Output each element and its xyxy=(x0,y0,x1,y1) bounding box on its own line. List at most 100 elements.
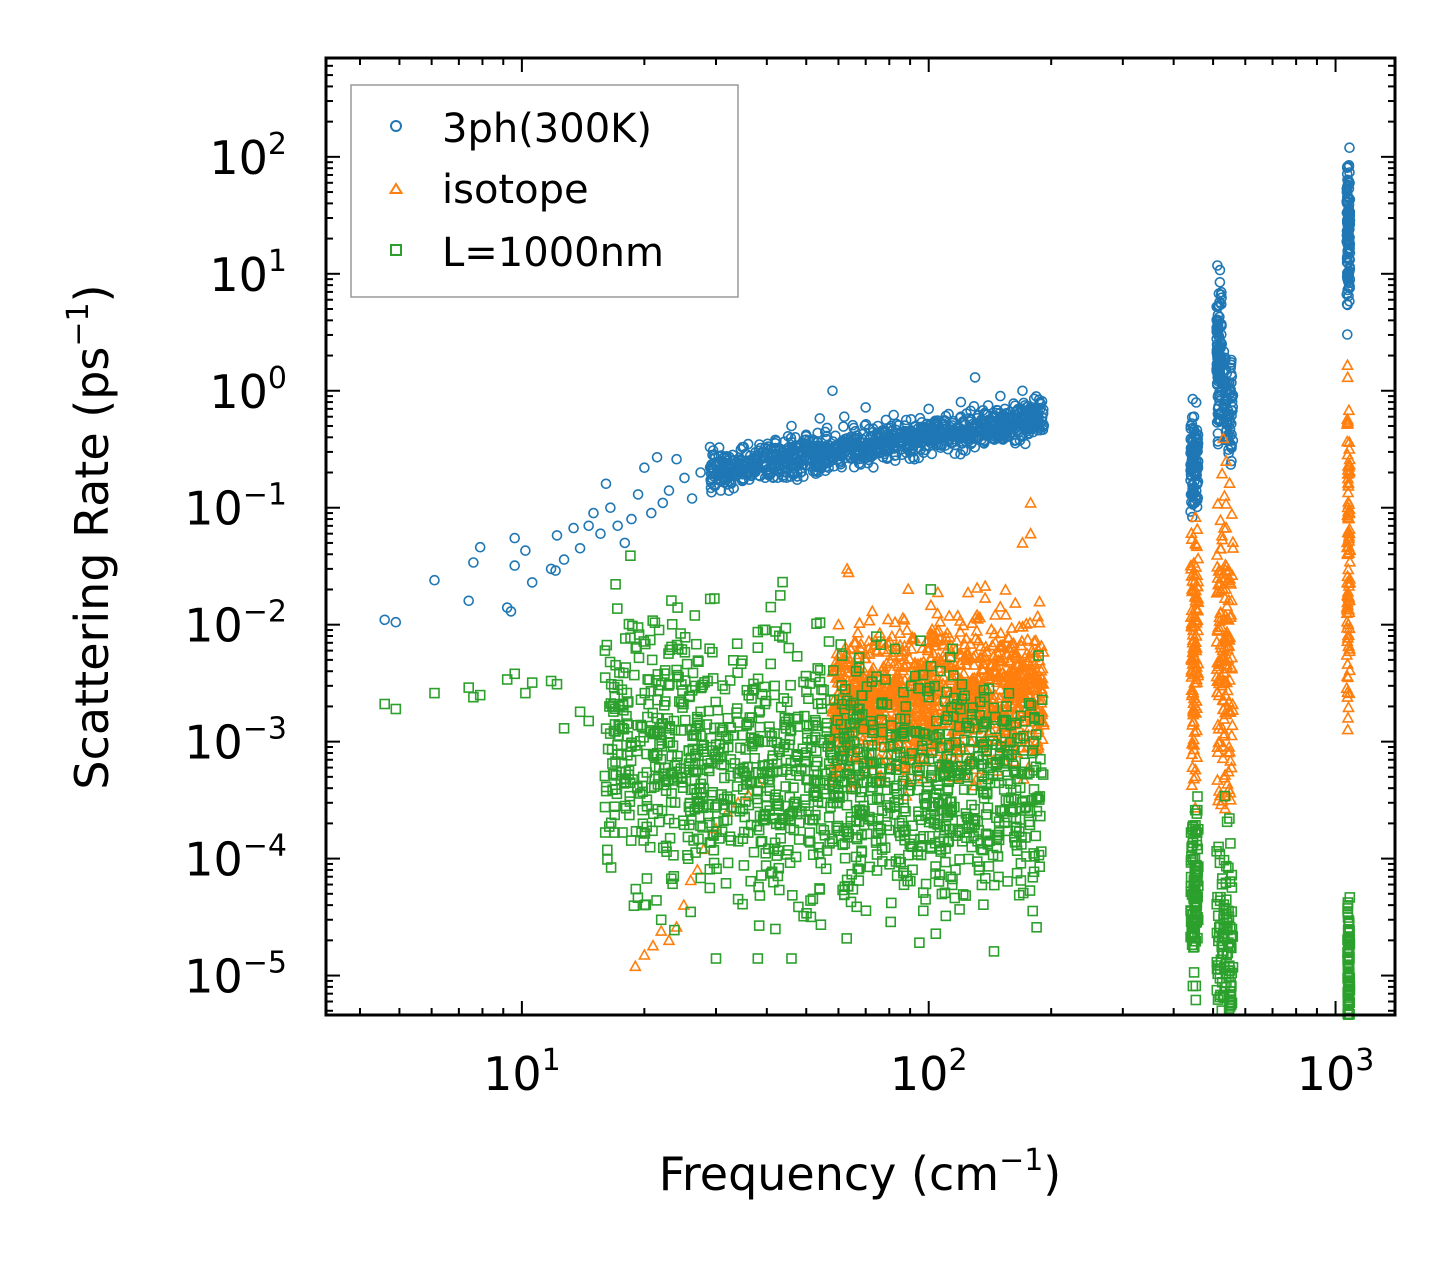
point-isotope xyxy=(1188,725,1201,737)
point-isotope xyxy=(896,611,910,623)
point-l-1000nm xyxy=(612,749,624,760)
point-3ph-300k- xyxy=(834,457,846,468)
point-isotope xyxy=(1222,695,1236,707)
point-l-1000nm xyxy=(972,815,984,827)
point-isotope xyxy=(1343,555,1357,567)
point-isotope xyxy=(1343,686,1356,699)
point-l-1000nm xyxy=(877,726,888,738)
point-3ph-300k- xyxy=(872,420,884,432)
point-l-1000nm xyxy=(948,692,960,704)
point-isotope xyxy=(853,641,867,653)
point-3ph-300k- xyxy=(991,407,1002,419)
point-3ph-300k- xyxy=(995,390,1006,402)
point-l-1000nm xyxy=(687,730,698,742)
point-3ph-300k- xyxy=(1215,340,1227,352)
point-isotope xyxy=(1021,632,1035,645)
point-l-1000nm xyxy=(845,816,857,827)
point-isotope xyxy=(1215,529,1229,541)
point-l-1000nm xyxy=(708,844,720,856)
point-l-1000nm xyxy=(966,841,978,853)
point-3ph-300k- xyxy=(886,438,898,450)
point-3ph-300k- xyxy=(632,489,644,500)
point-l-1000nm xyxy=(737,803,749,815)
point-l-1000nm xyxy=(695,730,706,741)
point-3ph-300k- xyxy=(595,528,606,540)
point-l-1000nm xyxy=(907,820,918,832)
point-l-1000nm xyxy=(737,765,749,777)
point-3ph-300k- xyxy=(780,467,792,478)
point-3ph-300k- xyxy=(888,409,900,421)
point-l-1000nm xyxy=(999,805,1011,817)
point-3ph-300k- xyxy=(836,461,848,473)
point-3ph-300k- xyxy=(705,477,717,488)
point-isotope xyxy=(1185,683,1199,696)
point-l-1000nm xyxy=(978,739,990,750)
point-3ph-300k- xyxy=(1189,459,1200,471)
point-l-1000nm xyxy=(942,783,954,794)
point-l-1000nm xyxy=(683,745,695,756)
point-l-1000nm xyxy=(897,778,909,790)
point-l-1000nm xyxy=(639,638,651,650)
point-isotope xyxy=(956,618,970,631)
point-isotope xyxy=(865,604,879,617)
point-l-1000nm xyxy=(978,718,990,730)
point-isotope xyxy=(924,598,938,611)
point-3ph-300k- xyxy=(686,493,698,504)
point-3ph-300k- xyxy=(1216,298,1227,310)
point-l-1000nm xyxy=(1192,791,1203,802)
point-l-1000nm xyxy=(652,694,663,706)
point-l-1000nm xyxy=(1185,827,1197,838)
point-isotope xyxy=(957,666,971,679)
point-l-1000nm xyxy=(853,652,865,664)
point-3ph-300k- xyxy=(1214,264,1226,276)
point-3ph-300k- xyxy=(982,400,994,411)
point-l-1000nm xyxy=(950,737,962,748)
point-l-1000nm xyxy=(711,816,722,828)
point-3ph-300k- xyxy=(827,385,838,397)
y-tick-label-base: 10 xyxy=(209,131,268,185)
point-3ph-300k- xyxy=(968,400,980,412)
point-isotope xyxy=(880,656,893,669)
point-l-1000nm xyxy=(677,702,688,713)
point-l-1000nm xyxy=(943,728,955,740)
point-l-1000nm xyxy=(885,897,897,909)
point-l-1000nm xyxy=(1027,871,1039,883)
point-l-1000nm xyxy=(925,584,937,595)
point-l-1000nm xyxy=(852,760,864,772)
point-l-1000nm xyxy=(704,882,716,894)
point-l-1000nm xyxy=(780,781,792,792)
y-tick-label-exp: 2 xyxy=(268,127,287,162)
point-l-1000nm xyxy=(628,900,640,912)
point-l-1000nm xyxy=(624,777,636,789)
point-3ph-300k- xyxy=(991,429,1003,440)
point-l-1000nm xyxy=(966,784,978,796)
point-l-1000nm xyxy=(892,739,903,751)
point-isotope xyxy=(1341,512,1355,524)
point-l-1000nm xyxy=(664,832,676,844)
point-3ph-300k- xyxy=(1342,161,1353,172)
point-3ph-300k- xyxy=(1341,187,1353,198)
point-isotope xyxy=(970,581,984,593)
point-isotope xyxy=(1015,634,1029,646)
point-l-1000nm xyxy=(805,895,816,906)
point-3ph-300k- xyxy=(893,420,904,431)
point-isotope xyxy=(1214,571,1228,584)
point-l-1000nm xyxy=(753,824,765,836)
point-3ph-300k- xyxy=(756,451,768,463)
point-l-1000nm xyxy=(1027,905,1038,917)
point-isotope xyxy=(1211,497,1225,509)
point-l-1000nm xyxy=(754,890,766,901)
x-tick-label: 102 xyxy=(890,1043,968,1101)
point-l-1000nm xyxy=(961,832,972,844)
point-3ph-300k- xyxy=(1003,408,1014,420)
point-3ph-300k- xyxy=(1343,204,1355,216)
point-l-1000nm xyxy=(1010,784,1022,796)
point-isotope xyxy=(1035,692,1048,705)
point-l-1000nm xyxy=(959,769,971,781)
point-3ph-300k- xyxy=(1185,433,1197,445)
point-l-1000nm xyxy=(620,766,631,777)
point-isotope xyxy=(988,608,1002,620)
point-l-1000nm xyxy=(864,811,875,823)
point-3ph-300k- xyxy=(719,459,730,470)
point-isotope xyxy=(1219,521,1233,533)
